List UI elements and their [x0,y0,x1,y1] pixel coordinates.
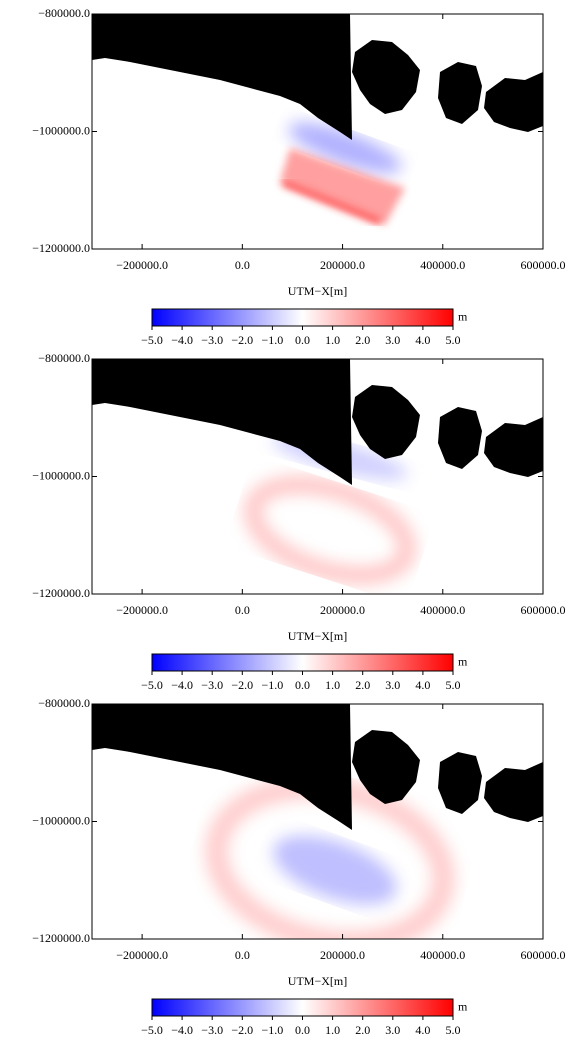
colorbar-tick-label: 2.0 [355,1023,370,1037]
colorbar-label: m [458,999,468,1013]
colorbar-tick-label: 5.0 [446,678,461,692]
colorbar-tick-label: −1.0 [262,333,284,347]
colorbar-tick-label: 4.0 [415,1023,430,1037]
x-tick-label: 200000.0 [320,258,365,272]
x-tick-label: −200000.0 [116,948,168,962]
y-tick-label: −1200000.0 [32,586,90,600]
colorbar-tick-label: 1.0 [325,333,340,347]
colorbar [151,653,454,672]
field [92,704,543,939]
panel: −200000.0 0.0 200000.0 400000.0 600000.0 −120… [32,696,565,1037]
colorbar [151,998,454,1017]
colorbar-tick-label: 2.0 [355,333,370,347]
y-tick-label: −1200000.0 [32,931,90,945]
colorbar-label: m [458,654,468,668]
y-tick-label: −1200000.0 [32,241,90,255]
field [92,14,543,225]
x-axis-label: UTM−X[m] [288,629,347,643]
colorbar-tick-label: −4.0 [171,1023,193,1037]
panel: −200000.0 0.0 200000.0 400000.0 600000.0 −120… [32,351,565,692]
y-tick-label: −800000.0 [38,696,90,710]
x-tick-label: 600000.0 [521,948,566,962]
colorbar-tick-label: −1.0 [262,678,284,692]
y-tick-label: −1000000.0 [32,813,90,827]
colorbar-tick-label: 0.0 [295,333,310,347]
colorbar-tick-label: 1.0 [325,678,340,692]
x-tick-label: 400000.0 [420,258,465,272]
panel: −200000.0 0.0 200000.0 400000.0 600000.0 −120… [32,6,565,347]
y-tick-label: −800000.0 [38,6,90,20]
colorbar-tick-label: 3.0 [385,333,400,347]
x-tick-label: 400000.0 [420,603,465,617]
x-axis-label: UTM−X[m] [288,974,347,988]
colorbar-tick-label: −5.0 [141,1023,163,1037]
colorbar-tick-label: 3.0 [385,678,400,692]
colorbar [151,308,454,327]
colorbar-tick-label: 2.0 [355,678,370,692]
x-axis-label: UTM−X[m] [288,284,347,298]
x-tick-label: 600000.0 [521,258,566,272]
colorbar-tick-label: −5.0 [141,333,163,347]
colorbar-tick-label: −2.0 [231,333,253,347]
colorbar-tick-label: 3.0 [385,1023,400,1037]
colorbar-tick-label: −2.0 [231,1023,253,1037]
y-tick-label: −1000000.0 [32,123,90,137]
x-tick-label: 0.0 [235,258,250,272]
colorbar-tick-label: −4.0 [171,333,193,347]
x-tick-label: 200000.0 [320,948,365,962]
colorbar-tick-label: 4.0 [415,678,430,692]
y-tick-label: −1000000.0 [32,468,90,482]
colorbar-tick-label: −3.0 [201,1023,223,1037]
colorbar-tick-label: 0.0 [295,1023,310,1037]
x-tick-label: 0.0 [235,603,250,617]
colorbar-tick-label: −1.0 [262,1023,284,1037]
colorbar-tick-label: 0.0 [295,678,310,692]
x-tick-label: 400000.0 [420,948,465,962]
field [92,359,543,585]
colorbar-tick-label: −3.0 [201,333,223,347]
colorbar-tick-label: 1.0 [325,1023,340,1037]
colorbar-tick-label: 5.0 [446,333,461,347]
x-tick-label: 600000.0 [521,603,566,617]
colorbar-tick-label: −5.0 [141,678,163,692]
colorbar-tick-label: −3.0 [201,678,223,692]
colorbar-tick-label: −4.0 [171,678,193,692]
colorbar-tick-label: −2.0 [231,678,253,692]
colorbar-tick-label: 5.0 [446,1023,461,1037]
x-tick-label: 0.0 [235,948,250,962]
colorbar-label: m [458,309,468,323]
x-tick-label: −200000.0 [116,258,168,272]
x-tick-label: −200000.0 [116,603,168,617]
colorbar-tick-label: 4.0 [415,333,430,347]
y-tick-label: −800000.0 [38,351,90,365]
x-tick-label: 200000.0 [320,603,365,617]
